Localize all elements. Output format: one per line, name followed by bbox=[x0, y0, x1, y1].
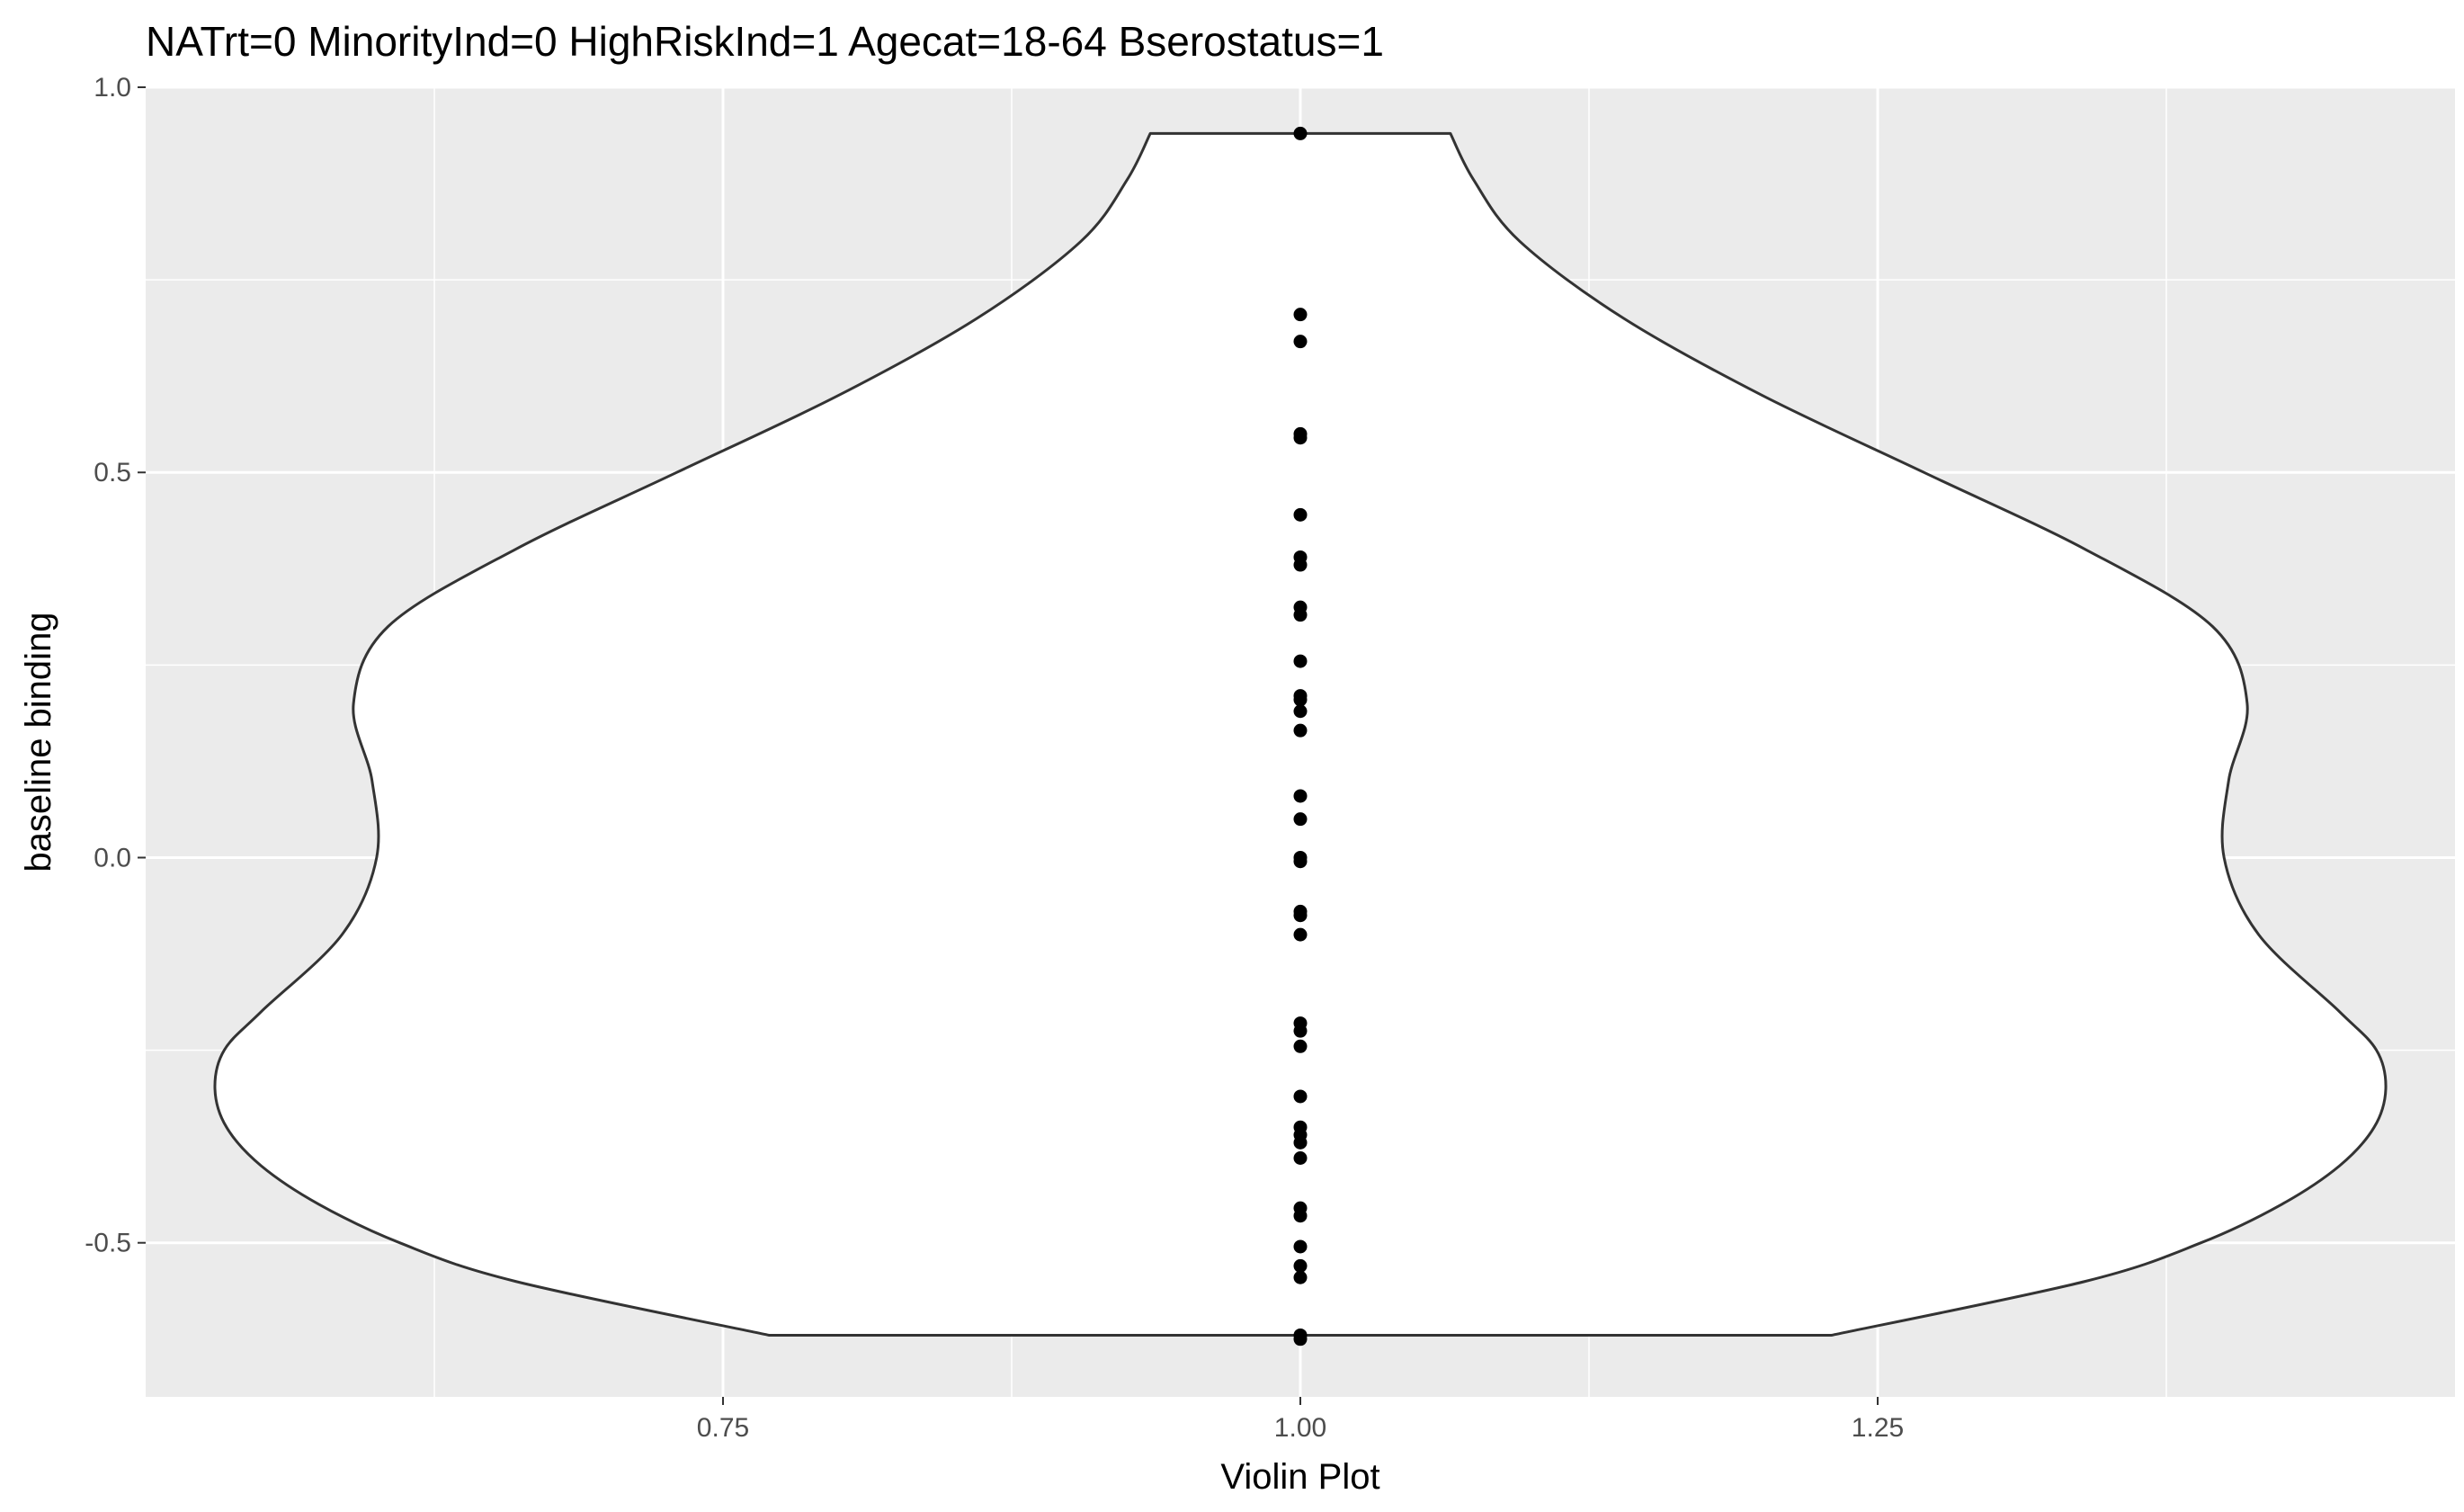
data-point bbox=[1293, 1135, 1308, 1150]
data-point bbox=[1293, 812, 1308, 827]
data-point bbox=[1293, 723, 1308, 738]
data-point bbox=[1293, 1150, 1308, 1165]
data-point bbox=[1293, 335, 1308, 349]
data-point bbox=[1293, 789, 1308, 803]
data-point bbox=[1293, 927, 1308, 942]
chart-title: NATrt=0 MinorityInd=0 HighRiskInd=1 Agec… bbox=[146, 18, 1384, 65]
data-point bbox=[1293, 431, 1308, 445]
x-tick-label: 1.00 bbox=[1274, 1413, 1326, 1443]
data-point bbox=[1293, 507, 1308, 522]
data-point bbox=[1293, 654, 1308, 668]
points-layer bbox=[1293, 126, 1308, 1346]
y-tick-label: 1.0 bbox=[94, 73, 131, 103]
data-point bbox=[1293, 308, 1308, 322]
x-tick-label: 0.75 bbox=[697, 1413, 749, 1443]
y-tick-label: 0.0 bbox=[94, 843, 131, 872]
x-tick-label: 1.25 bbox=[1852, 1413, 1904, 1443]
data-point bbox=[1293, 1270, 1308, 1284]
data-point bbox=[1293, 1239, 1308, 1254]
data-point bbox=[1293, 1332, 1308, 1346]
data-point bbox=[1293, 1209, 1308, 1223]
axes: 1.0 0.5 0.0 -0.5 0.75 1.00 1.25 bbox=[85, 73, 1904, 1443]
data-point bbox=[1293, 126, 1308, 140]
y-tick-label: 0.5 bbox=[94, 458, 131, 488]
y-axis-title: baseline binding bbox=[19, 612, 58, 872]
data-point bbox=[1293, 704, 1308, 719]
data-point bbox=[1293, 1089, 1308, 1104]
data-point bbox=[1293, 854, 1308, 869]
x-axis-title: Violin Plot bbox=[1220, 1457, 1379, 1497]
y-tick-label: -0.5 bbox=[85, 1229, 131, 1258]
data-point bbox=[1293, 693, 1308, 707]
data-point bbox=[1293, 1258, 1308, 1273]
data-point bbox=[1293, 1024, 1308, 1038]
data-point bbox=[1293, 608, 1308, 622]
data-point bbox=[1293, 558, 1308, 572]
data-point bbox=[1293, 1039, 1308, 1053]
data-point bbox=[1293, 908, 1308, 923]
